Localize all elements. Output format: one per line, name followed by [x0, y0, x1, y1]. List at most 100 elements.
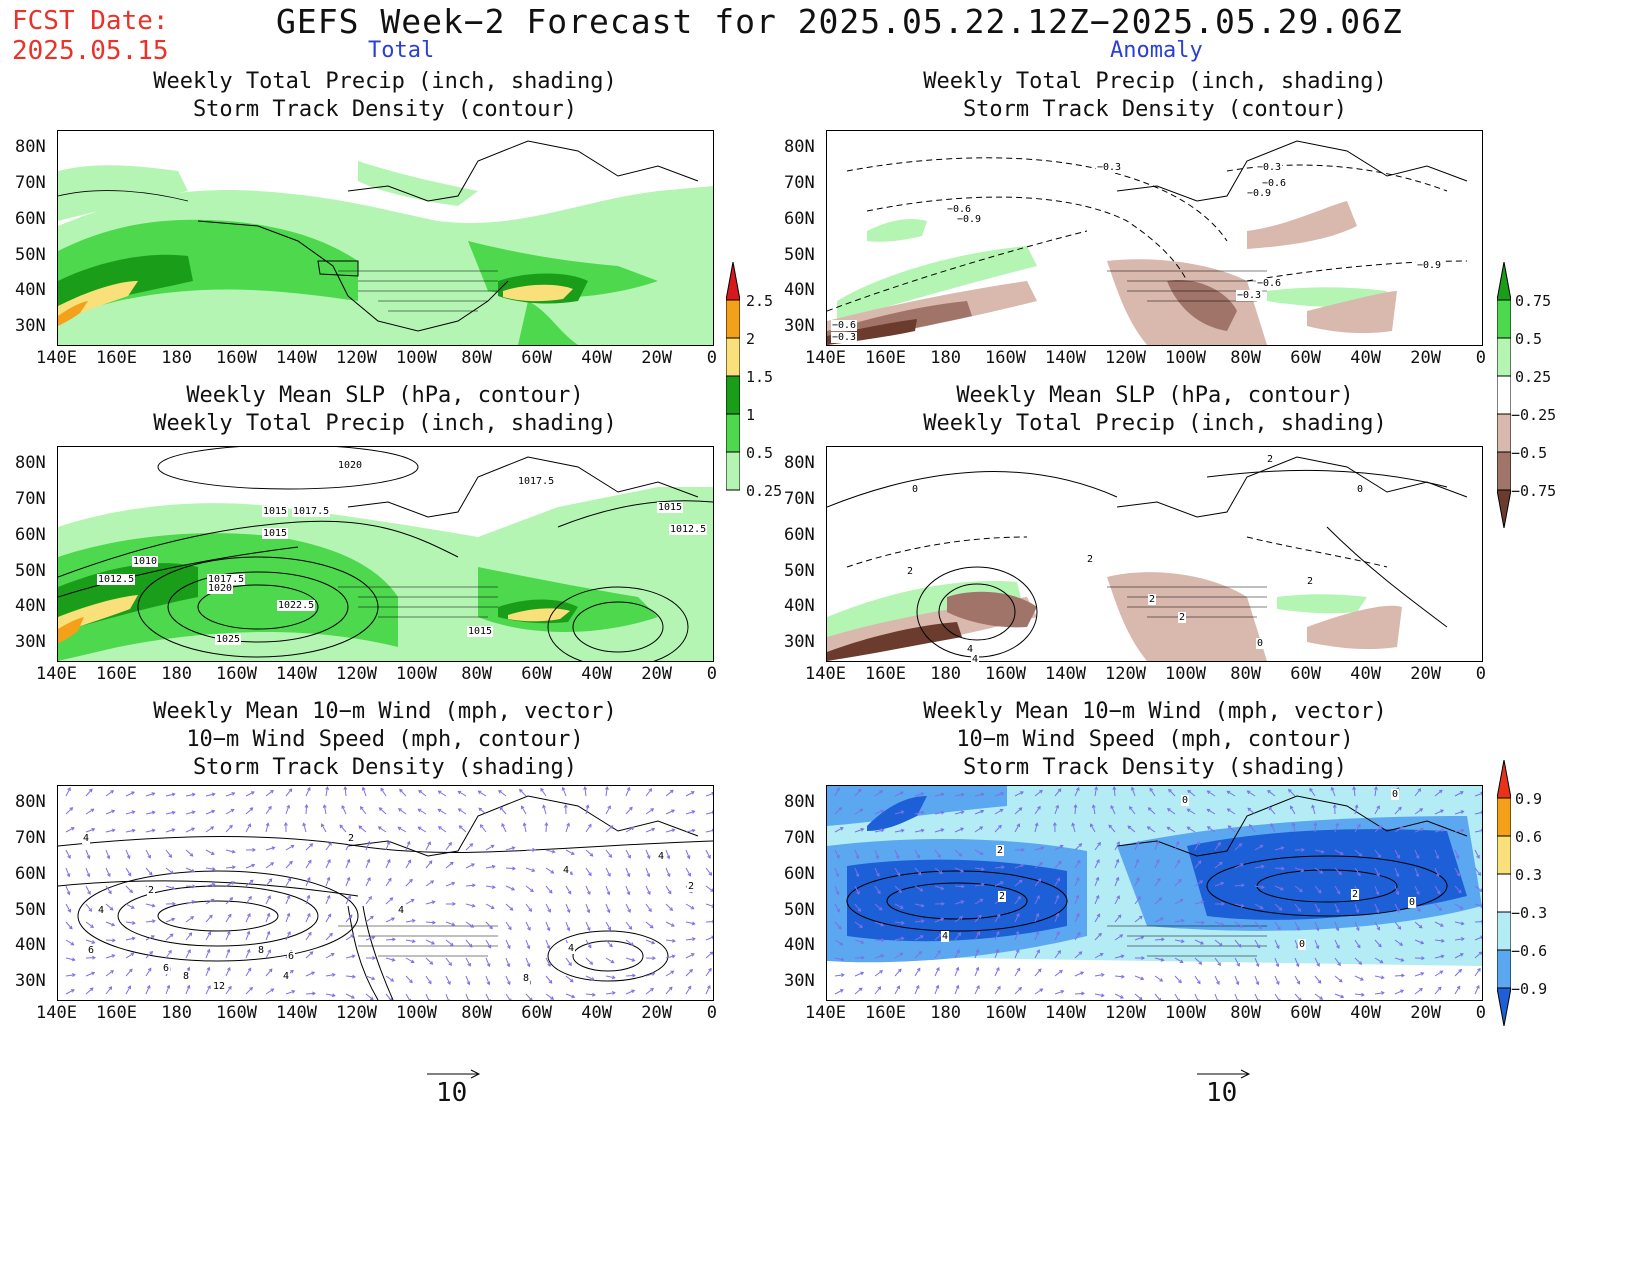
wind-vector-head: [409, 979, 413, 984]
wind-vector-head: [1018, 986, 1022, 991]
wind-vector: [465, 993, 469, 1000]
wind-vector: [245, 864, 255, 869]
wind-vector-head: [306, 876, 311, 881]
wind-vector-head: [955, 966, 960, 971]
wind-vector: [705, 811, 713, 815]
wind-vector: [1154, 917, 1164, 923]
wind-vector: [1174, 993, 1180, 1000]
wind-vector-head: [270, 862, 275, 866]
wind-vector-head: [881, 938, 885, 943]
wind-vector-head: [227, 966, 231, 971]
wind-vector: [445, 842, 452, 851]
wind-vector-head: [630, 826, 635, 831]
wind-vector-head: [417, 826, 422, 831]
wind-vector: [1154, 841, 1159, 851]
wind-vector-head: [411, 918, 416, 923]
wind-vector-head: [1075, 912, 1080, 917]
wind-vector-head: [836, 908, 840, 913]
wind-vector-head: [326, 894, 331, 899]
wind-vector: [1394, 885, 1399, 895]
wind-vector-head: [646, 855, 651, 860]
wind-vector-head: [1378, 825, 1383, 829]
wind-vector: [1374, 805, 1380, 815]
wind-vector: [365, 916, 374, 923]
wind-vector-head: [291, 989, 296, 994]
wind-vector: [1474, 867, 1481, 876]
wind-vector-head: [1479, 888, 1482, 892]
wind-vector: [1334, 849, 1344, 855]
wind-vector-head: [1039, 862, 1044, 866]
wind-vector-head: [457, 790, 462, 795]
wind-vector-head: [1180, 939, 1185, 944]
wind-vector: [705, 951, 713, 959]
wind-vector-head: [150, 935, 155, 939]
wind-vector: [1374, 885, 1379, 895]
wind-vector: [874, 829, 884, 833]
wind-vector: [894, 867, 901, 876]
wind-vector: [914, 792, 924, 797]
wind-vector-head: [1199, 880, 1204, 884]
wind-vector: [1054, 950, 1061, 959]
wind-vector-head: [1001, 865, 1005, 870]
wind-vector: [165, 811, 175, 815]
wind-vector: [345, 895, 351, 905]
wind-vector: [1014, 896, 1021, 905]
wind-vector: [1054, 805, 1059, 815]
wind-vector-head: [509, 907, 514, 911]
cb-storm-label-0: 0.9: [1515, 790, 1543, 808]
wind-vector: [344, 786, 347, 797]
wind-vector: [1434, 885, 1441, 894]
wind-vector: [1288, 789, 1296, 797]
wind-vector-head: [1057, 950, 1061, 954]
wind-vector: [545, 993, 554, 1000]
wind-vector: [1294, 903, 1301, 912]
wind-vector-head: [111, 954, 116, 958]
wind-vector: [1311, 805, 1316, 815]
wind-vector-head: [1355, 927, 1360, 932]
wind-vector: [1114, 859, 1119, 869]
wind-vector-head: [1455, 855, 1460, 860]
wind-vector-head: [1168, 788, 1172, 793]
wind-vector-head: [1206, 808, 1211, 813]
cb-anom-label-3: −0.25: [1511, 406, 1557, 424]
wind-vector-head: [626, 891, 631, 896]
wind-vector-head: [1376, 805, 1380, 810]
wind-vector-head: [1330, 786, 1335, 791]
wind-vector-head: [1380, 975, 1385, 980]
wind-vector-head: [607, 805, 611, 810]
wind-vector-head: [341, 804, 346, 809]
wind-vector-head: [1235, 981, 1240, 986]
wind-vector-head: [1437, 986, 1442, 991]
wind-vector: [685, 867, 691, 877]
wind-vector-head: [1077, 931, 1081, 936]
wind-vector-head: [1175, 840, 1180, 845]
wind-vector: [65, 885, 70, 895]
contour-label: 4: [82, 833, 91, 844]
wind-vector: [305, 971, 315, 977]
wind-vector-head: [1018, 807, 1023, 811]
wind-vector-head: [246, 948, 251, 953]
wind-vector: [1167, 808, 1176, 815]
lon-label: 60W: [1290, 664, 1321, 684]
wind-vector: [1214, 957, 1221, 966]
wind-vector: [705, 985, 711, 995]
wind-vector-head: [306, 894, 311, 899]
wind-vector-head: [708, 967, 712, 972]
wind-vector-head: [231, 791, 236, 796]
wind-vector: [585, 903, 590, 913]
wind-vector: [665, 849, 670, 859]
wind-vector-head: [522, 822, 527, 827]
wind-vector: [385, 859, 391, 869]
wind-vector: [545, 957, 551, 967]
wind-vector-head: [1295, 963, 1300, 968]
wind-vector: [1274, 957, 1279, 967]
wind-vector-head: [917, 871, 922, 876]
wind-vector: [1074, 913, 1080, 923]
wind-vector-head: [1459, 791, 1464, 795]
lon-label: 40W: [581, 664, 612, 684]
wind-vector-head: [861, 955, 865, 960]
wind-vector-head: [1440, 828, 1445, 833]
lat-label: 30N: [15, 316, 46, 336]
wind-vector: [605, 885, 610, 895]
wind-vector-head: [877, 986, 882, 990]
